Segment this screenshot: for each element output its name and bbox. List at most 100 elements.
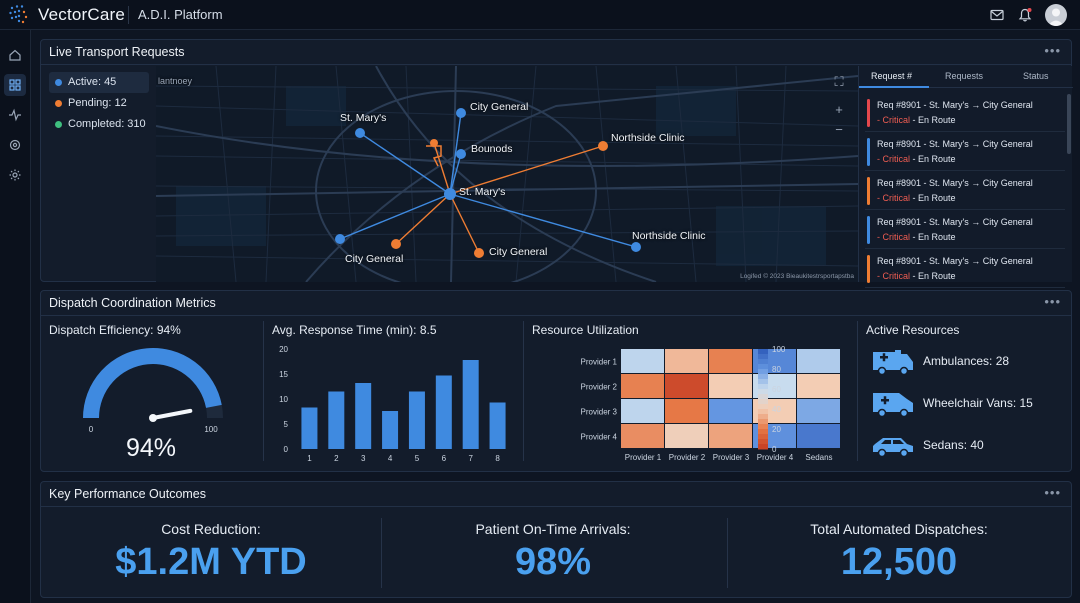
column-label: Provider 3 — [713, 453, 750, 462]
zoom-out-icon[interactable]: − — [835, 122, 843, 137]
resource-label: Ambulances: 28 — [923, 354, 1010, 368]
colorscale-segment — [758, 374, 768, 380]
mail-icon[interactable] — [989, 7, 1005, 23]
x-tick-label: 1 — [307, 454, 312, 463]
resource-wheelchair-vans: Wheelchair Vans: 15 — [871, 388, 1033, 422]
activity-icon — [9, 108, 21, 122]
panel-header: Dispatch Coordination Metrics ••• — [41, 291, 1071, 316]
fullscreen-icon[interactable]: ⛶ — [834, 74, 844, 89]
scrollbar[interactable] — [1067, 94, 1071, 154]
gauge-max-label: 100 — [204, 425, 218, 434]
legend-item-active[interactable]: Active: 45 — [49, 72, 149, 93]
gauge-needle — [151, 408, 193, 420]
map-label-bounods: Bounods — [471, 143, 513, 155]
heatmap-cell — [797, 399, 840, 423]
more-options-icon[interactable]: ••• — [1044, 485, 1061, 500]
request-list-item[interactable]: Req #8901 - St. Mary's → City General - C… — [865, 211, 1065, 249]
request-list-item[interactable]: Req #8901 - St. Mary's → City General - C… — [865, 133, 1065, 171]
tab-status[interactable]: Status — [1023, 71, 1049, 81]
sidebar-item-settings[interactable] — [4, 134, 26, 156]
heatmap-cell — [709, 374, 752, 398]
resource-sedans: Sedans: 40 — [871, 430, 984, 464]
colorscale-segment — [758, 364, 768, 370]
more-options-icon[interactable]: ••• — [1044, 43, 1061, 58]
request-status-line: - Critical - En Route — [877, 232, 956, 242]
sidebar — [0, 30, 31, 603]
column-label: Provider 4 — [757, 453, 794, 462]
resource-label: Wheelchair Vans: 15 — [923, 396, 1033, 410]
dash-separator: - — [877, 232, 883, 242]
y-tick-label: 5 — [284, 420, 289, 429]
kpi-cost-reduction: Cost Reduction: $1.2M YTD — [41, 507, 381, 597]
priority-indicator — [867, 138, 870, 166]
bar — [462, 360, 479, 449]
colorscale-tick-label: 40 — [772, 405, 781, 414]
notification-bell-icon[interactable] — [1017, 7, 1033, 23]
user-avatar[interactable] — [1045, 4, 1067, 26]
kpi-value: 98% — [514, 541, 592, 583]
bar — [382, 411, 399, 449]
zoom-in-icon[interactable]: + — [835, 102, 843, 117]
tab-requests[interactable]: Requests — [945, 71, 984, 81]
section-divider — [523, 321, 524, 461]
sidebar-item-dashboard[interactable] — [4, 74, 26, 96]
transport-map[interactable]: St. Mary's City General Bounods Northsid… — [156, 66, 858, 282]
legend-item-pending[interactable]: Pending: 12 — [49, 93, 149, 114]
kpi-label: Cost Reduction: — [161, 521, 261, 537]
legend-label: Pending: 12 — [68, 97, 127, 109]
request-list-item[interactable]: Req #8901 - St. Mary's → City General - C… — [865, 250, 1065, 288]
live-transport-panel: Live Transport Requests ••• Active: 45 P… — [40, 39, 1073, 288]
gauge-min-label: 0 — [89, 425, 94, 434]
row-label: Provider 3 — [581, 408, 618, 417]
top-bar: VectorCare A.D.I. Platform — [0, 0, 1080, 30]
legend-label: Active: 45 — [68, 76, 117, 88]
sidebar-item-home[interactable] — [4, 44, 26, 66]
legend-item-completed[interactable]: Completed: 310 — [49, 114, 149, 135]
gear-icon — [9, 169, 21, 181]
sidebar-item-config[interactable] — [4, 164, 26, 186]
priority-label: Critical — [882, 154, 911, 164]
status-legend: Active: 45 Pending: 12 Completed: 310 — [49, 72, 149, 135]
colorscale-tick-label: 0 — [772, 445, 777, 454]
kpi-automated-dispatches: Total Automated Dispatches: 12,500 — [729, 507, 1069, 597]
dash-separator: - — [877, 193, 883, 203]
heatmap-cell — [665, 424, 708, 448]
colorscale-segment — [758, 419, 768, 425]
request-route: Req #8901 - St. Mary's → City General — [877, 100, 1033, 110]
sidebar-item-activity[interactable] — [4, 104, 26, 126]
status-label: En Route — [918, 154, 956, 164]
heatmap-cell — [621, 374, 664, 398]
panel-title: Live Transport Requests — [49, 45, 185, 59]
colorscale-segment — [758, 444, 768, 450]
colorscale-segment — [758, 379, 768, 385]
colorscale-segment — [758, 354, 768, 360]
map-canvas — [156, 66, 858, 282]
x-tick-label: 8 — [495, 454, 500, 463]
more-options-icon[interactable]: ••• — [1044, 294, 1061, 309]
kpi-value: 12,500 — [840, 541, 958, 583]
section-divider — [857, 321, 858, 461]
heatmap-cell — [709, 424, 752, 448]
bar — [489, 402, 506, 449]
priority-indicator — [867, 255, 870, 283]
app-title: A.D.I. Platform — [138, 7, 223, 22]
column-label: Provider 2 — [669, 453, 706, 462]
colorscale-segment — [758, 384, 768, 390]
priority-indicator — [867, 177, 870, 205]
request-route: Req #8901 - St. Mary's → City General — [877, 256, 1033, 266]
request-status-line: - Critical - En Route — [877, 271, 956, 281]
y-tick-label: 15 — [279, 370, 288, 379]
resource-utilization-heatmap: Provider 1 Provider 2 Provider 3 Provider 4… — [581, 345, 840, 462]
request-list-item[interactable]: Req #8901 - St. Mary's → City General - C… — [865, 172, 1065, 210]
resource-utilization-title: Resource Utilization — [532, 323, 639, 337]
column-label: Provider 1 — [625, 453, 662, 462]
request-list-item[interactable]: Req #8901 - St. Mary's → City General - C… — [865, 94, 1065, 132]
status-dot-icon — [55, 79, 62, 86]
tab-request-number[interactable]: Request # — [871, 71, 913, 81]
request-status-line: - Critical - En Route — [877, 115, 956, 125]
row-label: Provider 1 — [581, 358, 618, 367]
heatmap-cell — [665, 374, 708, 398]
status-label: En Route — [918, 232, 956, 242]
tab-active-indicator — [859, 86, 929, 88]
ambulance-icon — [873, 350, 913, 376]
